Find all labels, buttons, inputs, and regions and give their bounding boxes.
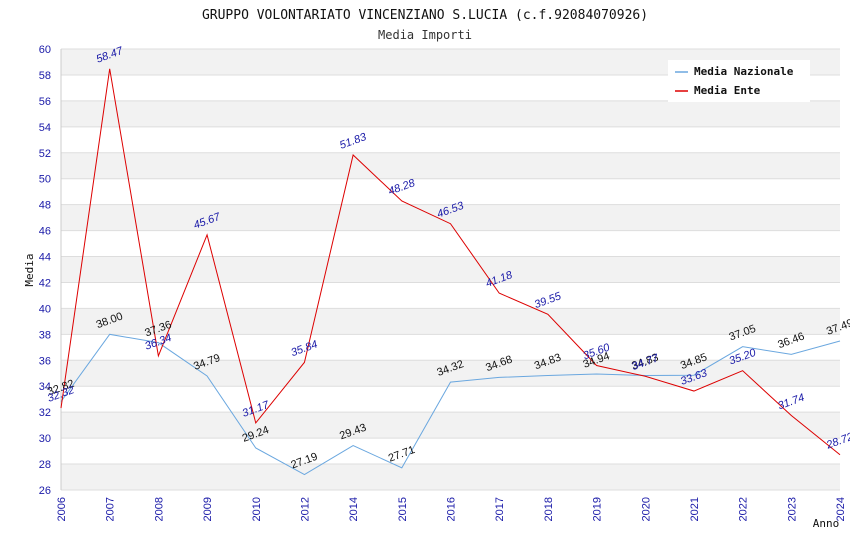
grid-band xyxy=(61,256,840,283)
x-tick-label: 2021 xyxy=(689,497,701,521)
x-tick-label: 2012 xyxy=(299,497,311,521)
y-tick-label: 32 xyxy=(39,407,51,419)
y-tick-label: 58 xyxy=(39,70,51,82)
y-tick-label: 54 xyxy=(39,122,51,134)
y-tick-label: 30 xyxy=(39,433,51,445)
x-tick-label: 2014 xyxy=(348,497,360,521)
y-tick-label: 40 xyxy=(39,303,51,315)
legend-box xyxy=(668,60,810,102)
x-tick-label: 2018 xyxy=(543,497,555,521)
series-lines xyxy=(60,68,841,476)
grid-band xyxy=(61,204,840,231)
x-tick-label: 2010 xyxy=(251,497,263,521)
grid-band xyxy=(61,100,840,127)
y-axis-ticks: 26 28 30 32 34 36 38 40 42 44 46 48 50 52 54 56 58 60 xyxy=(39,44,51,497)
legend: Media Nazionale Media Ente xyxy=(668,60,810,102)
data-label-media-ente: 51.83 xyxy=(338,131,369,152)
chart-subtitle: Media Importi xyxy=(378,28,472,42)
series-line-media-ente xyxy=(60,68,841,456)
x-tick-label: 2009 xyxy=(202,497,214,521)
y-axis-label: Media xyxy=(23,253,36,286)
x-tick-label: 2019 xyxy=(592,497,604,521)
y-tick-label: 52 xyxy=(39,148,51,160)
grid-lines xyxy=(60,48,840,491)
chart-title: GRUPPO VOLONTARIATO VINCENZIANO S.LUCIA … xyxy=(202,8,648,23)
grid-band xyxy=(61,152,840,179)
x-tick-label: 2015 xyxy=(397,497,409,521)
data-label-media-ente: 35.84 xyxy=(289,338,319,359)
y-tick-label: 26 xyxy=(39,485,51,497)
data-label-media-nazionale: 27.71 xyxy=(387,444,417,465)
data-label-media-ente: 48.28 xyxy=(387,177,418,198)
x-tick-label: 2023 xyxy=(786,497,798,521)
x-axis-ticks: 2006 2007 2008 2009 2010 2012 2014 2015 2016 2017… xyxy=(56,497,847,521)
grid-band xyxy=(61,412,840,439)
y-tick-label: 48 xyxy=(39,200,51,212)
y-tick-label: 60 xyxy=(39,44,51,56)
x-tick-label: 2022 xyxy=(738,497,750,521)
data-label-media-ente: 31.74 xyxy=(776,392,806,413)
x-tick-label: 2008 xyxy=(153,497,165,521)
y-tick-label: 36 xyxy=(39,355,51,367)
legend-label-media-ente: Media Ente xyxy=(694,84,761,97)
x-tick-label: 2007 xyxy=(105,497,117,521)
x-tick-label: 2017 xyxy=(494,497,506,521)
x-tick-label: 2020 xyxy=(640,497,652,521)
y-tick-label: 28 xyxy=(39,459,51,471)
y-tick-label: 50 xyxy=(39,174,51,186)
y-tick-label: 38 xyxy=(39,329,51,341)
y-tick-label: 46 xyxy=(39,226,51,238)
legend-label-media-nazionale: Media Nazionale xyxy=(694,65,794,78)
grid-band xyxy=(61,308,840,335)
x-tick-label: 2024 xyxy=(835,497,847,521)
grid-band xyxy=(61,464,840,490)
y-tick-label: 42 xyxy=(39,277,51,289)
x-tick-label: 2006 xyxy=(56,497,68,521)
y-tick-label: 44 xyxy=(39,252,51,264)
x-tick-label: 2016 xyxy=(446,497,458,521)
y-tick-label: 34 xyxy=(39,381,51,393)
y-tick-label: 56 xyxy=(39,96,51,108)
series-line-media-nazionale xyxy=(60,333,841,476)
grid-bands xyxy=(61,49,840,490)
x-axis-label: Anno xyxy=(813,517,840,530)
